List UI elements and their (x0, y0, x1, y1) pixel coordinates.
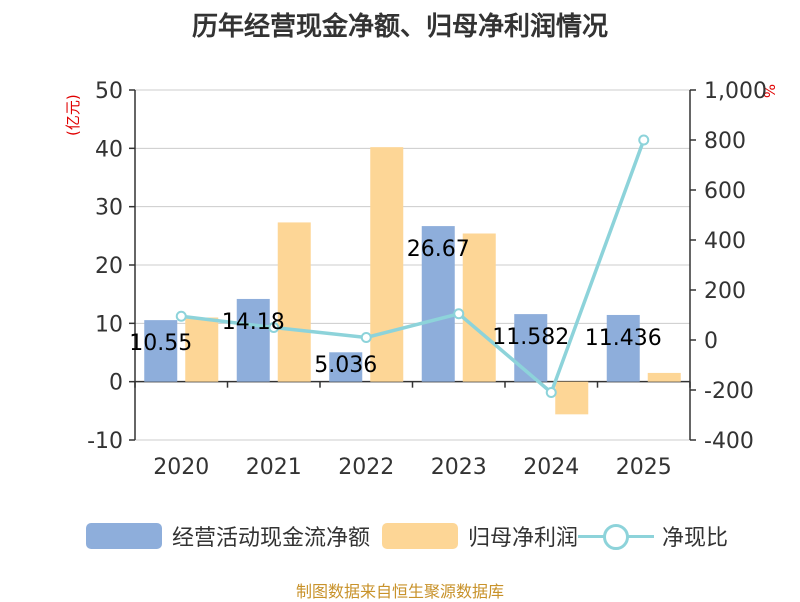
legend-item-ratio[interactable]: 净现比 (578, 518, 728, 554)
bar-net-profit (370, 147, 404, 382)
ratio-line (181, 139, 646, 396)
x-tick-label: 2022 (338, 455, 394, 480)
bar-net-profit (647, 372, 681, 382)
right-tick-label: -200 (704, 379, 754, 404)
left-tick-label: 40 (95, 137, 123, 162)
right-tick-label: 1,000 (704, 79, 767, 104)
bar-operating-cash (606, 314, 640, 382)
axes: -10 0 10 20 30 40 50 -400 -200 0 200 400 600 800 1,000… (87, 79, 767, 480)
right-tick-label: 0 (704, 329, 718, 354)
left-tick-label: -10 (87, 429, 123, 454)
legend: 经营活动现金流净额 归母净利润 净现比 (0, 518, 800, 554)
bar-net-profit (185, 317, 219, 382)
bar-value-label: 11.582 (492, 325, 569, 350)
bar-operating-cash (236, 298, 270, 382)
bar-operating-cash (421, 226, 455, 382)
left-tick-label: 0 (109, 371, 123, 396)
ratio-point (453, 308, 465, 320)
ratio-point (175, 310, 187, 322)
legend-swatch-operating-cash (86, 523, 162, 549)
ratio-point (638, 134, 650, 146)
chart-title: 历年经营现金净额、归母净利润情况 (191, 12, 608, 42)
left-tick-label: 20 (95, 254, 123, 279)
line-series (175, 134, 650, 398)
right-tick-label: -400 (704, 429, 754, 454)
x-tick-label: 2024 (523, 455, 579, 480)
bar-net-profit (555, 381, 589, 415)
legend-label-ratio: 净现比 (662, 526, 729, 551)
right-tick-label: 800 (704, 129, 746, 154)
bar-operating-cash (144, 320, 178, 382)
x-tick-label: 2020 (153, 455, 209, 480)
legend-swatch-net-profit (382, 523, 458, 549)
bar-net-profit (277, 222, 311, 382)
right-tick-label: 600 (704, 179, 746, 204)
ratio-point (268, 322, 280, 333)
legend-item-net-profit[interactable]: 归母净利润 (382, 518, 578, 554)
legend-item-operating-cash[interactable]: 经营活动现金流净额 (86, 518, 370, 554)
bar-value-label: 10.55 (129, 331, 192, 356)
data-source: 制图数据来自恒生聚源数据库 (295, 582, 504, 601)
legend-line-ratio-icon (578, 523, 654, 550)
right-tick-label: 400 (704, 229, 746, 254)
left-tick-label: 10 (95, 312, 123, 337)
left-tick-label: 30 (95, 196, 123, 221)
bar-net-profit (462, 233, 496, 382)
x-tick-label: 2023 (431, 455, 487, 480)
x-tick-label: 2021 (246, 455, 302, 480)
x-tick-label: 2025 (616, 455, 672, 480)
legend-label-operating-cash: 经营活动现金流净额 (172, 526, 371, 551)
right-tick-label: 200 (704, 279, 746, 304)
legend-label-net-profit: 归母净利润 (468, 526, 579, 551)
bar-value-label: 14.18 (222, 310, 285, 335)
ratio-point (545, 387, 557, 398)
bar-series (144, 147, 681, 415)
bar-value-label: 11.436 (585, 326, 662, 351)
left-tick-label: 50 (95, 79, 123, 104)
bar-value-label: 26.67 (407, 237, 470, 262)
bar-value-label: 5.036 (314, 353, 377, 378)
ratio-point (360, 332, 372, 343)
bar-operating-cash (514, 314, 548, 382)
data-labels: 10.55 14.18 5.036 26.67 11.582 11.436 (129, 237, 661, 378)
bar-operating-cash (329, 352, 363, 382)
